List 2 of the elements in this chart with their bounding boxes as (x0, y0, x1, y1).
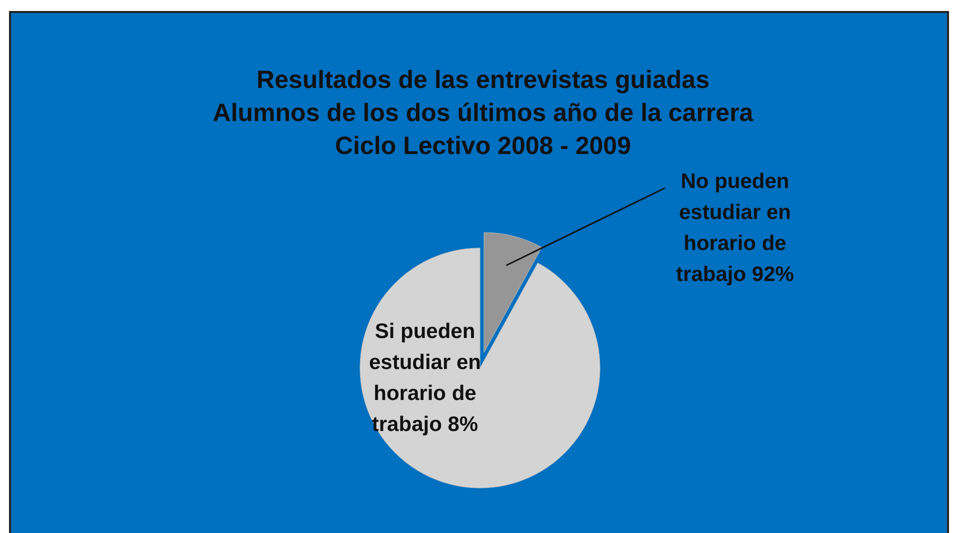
chart-title: Resultados de las entrevistas guiadas Alumnos de los dos últimos año de la carrera Ciclo Lectivo 2008 - 2009 (212, 66, 754, 160)
slice-label: No pueden estudiar en horario de trabajo 92% (676, 170, 794, 286)
